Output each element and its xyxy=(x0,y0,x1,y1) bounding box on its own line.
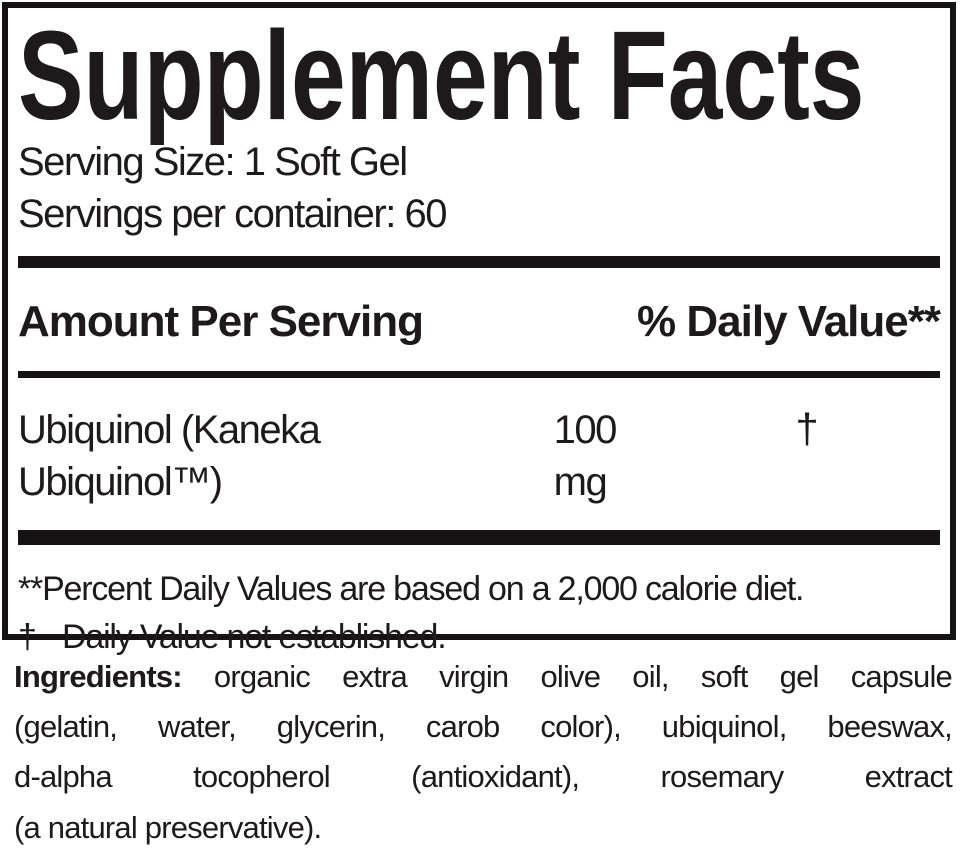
column-header-row: Amount Per Serving % Daily Value** xyxy=(18,294,941,349)
nutrient-daily-value-dagger: † xyxy=(795,404,818,452)
table-row: Ubiquinol (Kaneka Ubiquinol™) 100 mg † xyxy=(18,402,940,508)
ingredients-label: Ingredients: xyxy=(14,659,183,694)
ingredients-paragraph: Ingredients: organic extra virgin olive … xyxy=(14,652,953,853)
nutrient-name: Ubiquinol (Kaneka Ubiquinol™) xyxy=(18,407,321,504)
ingredients-line-1-text: organic extra virgin olive oil, soft gel… xyxy=(213,659,953,694)
header-divider-rule xyxy=(18,370,940,378)
footnotes: **Percent Daily Values are based on a 2,… xyxy=(18,565,940,662)
daily-value-header: % Daily Value** xyxy=(637,296,941,346)
ingredients-line-2: (gelatin, water, glycerin, carob color),… xyxy=(14,709,953,745)
ingredients-line-1: Ingredients: organic extra virgin olive … xyxy=(14,652,953,702)
footnote-percent-daily-values: **Percent Daily Values are based on a 2,… xyxy=(18,569,804,608)
nutrient-amount: 100 mg xyxy=(553,407,618,504)
supplement-facts-panel: Supplement Facts Serving Size: 1 Soft Ge… xyxy=(2,2,956,656)
panel-title: Supplement Facts xyxy=(18,5,865,146)
amount-per-serving-header: Amount Per Serving xyxy=(18,296,424,346)
servings-per-container-text: Servings per container: 60 xyxy=(18,191,447,236)
ingredients-line-3: d-alpha tocopherol (antioxidant), rosema… xyxy=(14,759,953,795)
row-divider-bar xyxy=(18,529,940,545)
footnote-dagger-marker: † xyxy=(18,617,37,656)
section-divider-bar-top xyxy=(18,255,940,268)
serving-info: Serving Size: 1 Soft Gel Servings per co… xyxy=(18,136,940,240)
footnote-dagger: † Daily Value not established. xyxy=(18,613,940,661)
footnote-dagger-text: Daily Value not established. xyxy=(62,617,447,656)
serving-size-text: Serving Size: 1 Soft Gel xyxy=(18,139,408,184)
ingredients-line-4: (a natural preservative). xyxy=(14,809,322,845)
